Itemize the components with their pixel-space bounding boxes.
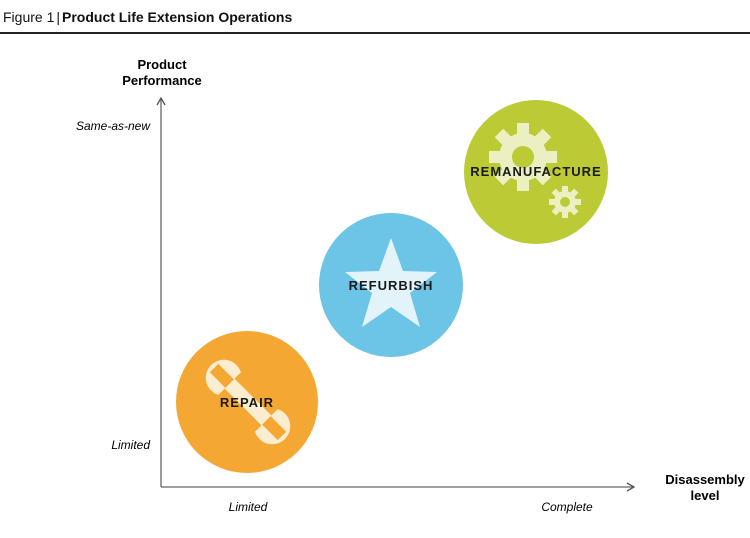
remanufacture-label: REMANUFACTURE bbox=[470, 164, 601, 179]
wrench-icon bbox=[205, 359, 291, 445]
figure-title: Product Life Extension Operations bbox=[62, 9, 293, 25]
x-axis-title-line2: level bbox=[691, 488, 720, 503]
repair-node: REPAIR bbox=[176, 331, 318, 473]
y-tick-high: Same-as-new bbox=[76, 119, 151, 133]
figure-separator: | bbox=[56, 9, 60, 25]
gears-icon bbox=[489, 123, 581, 218]
header-rule bbox=[0, 32, 750, 34]
x-axis-title-line1: Disassembly bbox=[665, 472, 745, 487]
refurbish-node: REFURBISH bbox=[319, 213, 463, 357]
y-axis-title-line2: Performance bbox=[122, 73, 201, 88]
y-tick-low: Limited bbox=[111, 438, 150, 452]
x-tick-low: Limited bbox=[229, 500, 268, 514]
figure-header: Figure 1 | Product Life Extension Operatio… bbox=[3, 9, 292, 25]
star-icon bbox=[345, 238, 437, 327]
refurbish-label: REFURBISH bbox=[349, 278, 434, 293]
repair-label: REPAIR bbox=[220, 395, 274, 410]
remanufacture-node: REMANUFACTURE bbox=[464, 100, 608, 244]
x-tick-high: Complete bbox=[541, 500, 593, 514]
y-axis-title-line1: Product bbox=[137, 57, 187, 72]
figure-number: Figure 1 bbox=[3, 9, 55, 25]
